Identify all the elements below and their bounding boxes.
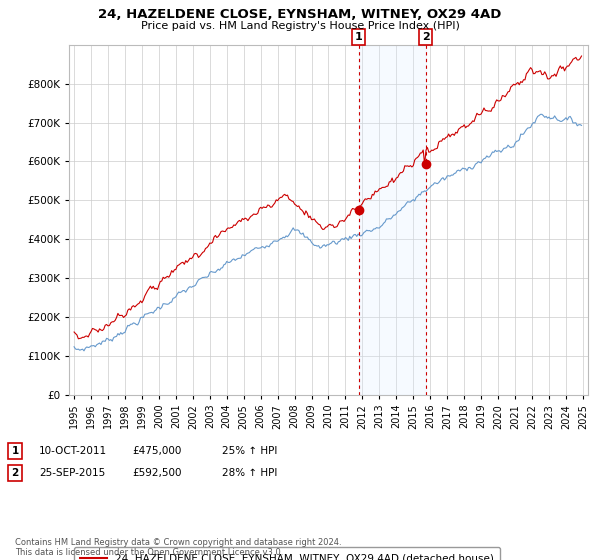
Legend: 24, HAZELDENE CLOSE, EYNSHAM, WITNEY, OX29 4AD (detached house), HPI: Average pr: 24, HAZELDENE CLOSE, EYNSHAM, WITNEY, OX… bbox=[74, 547, 500, 560]
Text: 25% ↑ HPI: 25% ↑ HPI bbox=[222, 446, 277, 456]
Text: £475,000: £475,000 bbox=[132, 446, 181, 456]
Bar bbox=[359, 45, 425, 395]
Text: 2: 2 bbox=[422, 32, 430, 42]
Text: 25-SEP-2015: 25-SEP-2015 bbox=[39, 468, 105, 478]
Text: 28% ↑ HPI: 28% ↑ HPI bbox=[222, 468, 277, 478]
Text: Price paid vs. HM Land Registry's House Price Index (HPI): Price paid vs. HM Land Registry's House … bbox=[140, 21, 460, 31]
Text: 10-OCT-2011: 10-OCT-2011 bbox=[39, 446, 107, 456]
Text: 1: 1 bbox=[355, 32, 362, 42]
Text: £592,500: £592,500 bbox=[132, 468, 182, 478]
Text: 24, HAZELDENE CLOSE, EYNSHAM, WITNEY, OX29 4AD: 24, HAZELDENE CLOSE, EYNSHAM, WITNEY, OX… bbox=[98, 8, 502, 21]
Text: 1: 1 bbox=[11, 446, 19, 456]
Text: 2: 2 bbox=[11, 468, 19, 478]
Text: Contains HM Land Registry data © Crown copyright and database right 2024.
This d: Contains HM Land Registry data © Crown c… bbox=[15, 538, 341, 557]
